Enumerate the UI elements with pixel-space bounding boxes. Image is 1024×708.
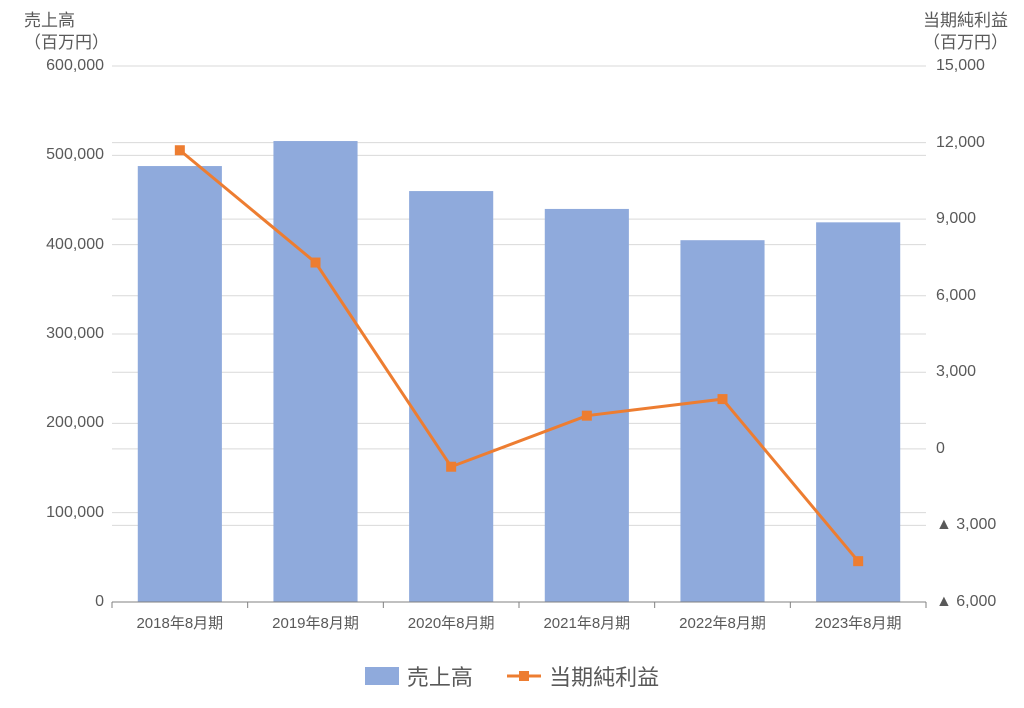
category-label: 2023年8月期	[815, 612, 902, 633]
category-label: 2022年8月期	[679, 612, 766, 633]
left-tick-label: 600,000	[14, 57, 104, 75]
category-label: 2018年8月期	[136, 612, 223, 633]
line-marker	[582, 411, 592, 421]
legend-label-line: 当期純利益	[549, 660, 659, 692]
legend-swatch-line	[507, 667, 541, 685]
category-label: 2020年8月期	[408, 612, 495, 633]
left-tick-label: 300,000	[14, 325, 104, 343]
line-marker	[311, 258, 321, 268]
right-tick-label: 3,000	[936, 363, 1024, 381]
right-tick-label: 0	[936, 440, 1024, 458]
left-tick-label: 200,000	[14, 414, 104, 432]
category-label: 2019年8月期	[272, 612, 359, 633]
legend-swatch-bar	[365, 667, 399, 685]
right-tick-label: ▲ 3,000	[936, 516, 1024, 534]
line-marker	[446, 462, 456, 472]
category-label: 2021年8月期	[543, 612, 630, 633]
line-marker	[718, 394, 728, 404]
legend: 売上高 当期純利益	[0, 660, 1024, 692]
left-tick-label: 500,000	[14, 146, 104, 164]
bar	[273, 141, 357, 602]
revenue-profit-chart: 売上高 （百万円） 当期純利益 （百万円） 0100,000200,000300…	[0, 0, 1024, 708]
bar	[680, 240, 764, 602]
line-marker	[175, 145, 185, 155]
right-tick-label: 12,000	[936, 134, 1024, 152]
left-tick-label: 0	[14, 593, 104, 611]
legend-item-bars: 売上高	[365, 660, 473, 692]
right-tick-label: 9,000	[936, 210, 1024, 228]
bar	[138, 166, 222, 602]
legend-item-line: 当期純利益	[507, 660, 659, 692]
right-tick-label: 15,000	[936, 57, 1024, 75]
bar	[409, 191, 493, 602]
line-marker	[853, 556, 863, 566]
left-tick-label: 400,000	[14, 236, 104, 254]
bar	[545, 209, 629, 602]
right-tick-label: ▲ 6,000	[936, 593, 1024, 611]
left-tick-label: 100,000	[14, 504, 104, 522]
legend-label-bars: 売上高	[407, 660, 473, 692]
plot-area	[0, 0, 1024, 708]
right-tick-label: 6,000	[936, 287, 1024, 305]
bar	[816, 222, 900, 602]
